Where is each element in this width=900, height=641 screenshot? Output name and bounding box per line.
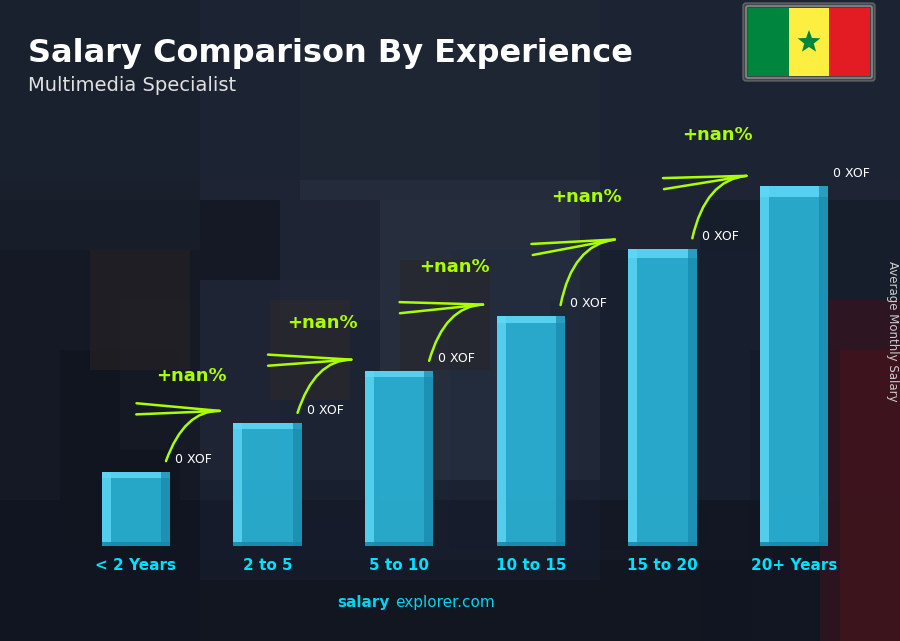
Bar: [628, 542, 697, 546]
Bar: [628, 249, 637, 546]
Bar: [760, 186, 828, 197]
Bar: [102, 472, 111, 546]
Bar: [280, 320, 380, 520]
Text: salary: salary: [338, 595, 390, 610]
Text: +nan%: +nan%: [551, 188, 622, 206]
Polygon shape: [797, 30, 821, 52]
Bar: [120, 300, 200, 450]
Bar: [102, 472, 170, 546]
Bar: [0, 500, 900, 641]
Bar: [0, 560, 900, 641]
Bar: [497, 316, 506, 546]
Bar: [550, 300, 750, 641]
Text: 0 XOF: 0 XOF: [702, 230, 739, 243]
Text: Multimedia Specialist: Multimedia Specialist: [28, 76, 236, 95]
Bar: [820, 300, 900, 641]
Text: +nan%: +nan%: [287, 314, 358, 332]
Text: 0 XOF: 0 XOF: [570, 297, 607, 310]
Bar: [497, 316, 565, 322]
Bar: [364, 372, 434, 546]
Bar: [840, 350, 900, 641]
Bar: [556, 316, 565, 546]
Bar: [102, 472, 170, 478]
Bar: [450, 250, 600, 550]
Bar: [628, 249, 697, 546]
Text: 0 XOF: 0 XOF: [176, 453, 211, 466]
Text: 0 XOF: 0 XOF: [438, 353, 475, 365]
Bar: [364, 372, 434, 378]
Bar: [200, 480, 600, 580]
Text: +nan%: +nan%: [156, 367, 227, 385]
Bar: [233, 542, 302, 546]
Bar: [233, 424, 242, 546]
Text: 10 to 15: 10 to 15: [496, 558, 566, 573]
Bar: [829, 8, 870, 76]
Text: Average Monthly Salary: Average Monthly Salary: [886, 261, 899, 401]
Bar: [200, 280, 380, 641]
Bar: [788, 8, 829, 76]
FancyBboxPatch shape: [743, 3, 875, 81]
Bar: [364, 372, 373, 546]
Text: 15 to 20: 15 to 20: [627, 558, 698, 573]
Bar: [497, 542, 565, 546]
Text: +nan%: +nan%: [419, 258, 490, 276]
Bar: [0, 200, 280, 641]
Text: explorer.com: explorer.com: [395, 595, 495, 610]
Bar: [161, 472, 170, 546]
Bar: [688, 249, 697, 546]
Bar: [233, 424, 302, 429]
Bar: [700, 200, 900, 641]
Bar: [380, 200, 580, 641]
Text: 0 XOF: 0 XOF: [833, 167, 870, 180]
Text: +nan%: +nan%: [682, 126, 753, 144]
Bar: [400, 260, 490, 370]
Text: Salary Comparison By Experience: Salary Comparison By Experience: [28, 38, 633, 69]
Text: 20+ Years: 20+ Years: [751, 558, 837, 573]
Bar: [425, 372, 434, 546]
Bar: [760, 542, 828, 546]
Bar: [628, 249, 697, 258]
Bar: [600, 250, 760, 550]
Bar: [760, 186, 769, 546]
Bar: [750, 350, 900, 641]
Bar: [270, 300, 350, 400]
Bar: [820, 186, 828, 546]
Bar: [748, 8, 788, 76]
Bar: [60, 350, 180, 550]
Text: 0 XOF: 0 XOF: [307, 404, 344, 417]
Text: 5 to 10: 5 to 10: [369, 558, 429, 573]
Bar: [760, 186, 828, 546]
Bar: [0, 0, 200, 250]
Bar: [292, 424, 302, 546]
Text: < 2 Years: < 2 Years: [95, 558, 176, 573]
Bar: [90, 250, 190, 370]
Bar: [102, 542, 170, 546]
Bar: [300, 0, 600, 200]
Bar: [364, 542, 434, 546]
Bar: [233, 424, 302, 546]
Bar: [0, 0, 900, 180]
Text: 2 to 5: 2 to 5: [243, 558, 292, 573]
Bar: [497, 316, 565, 546]
